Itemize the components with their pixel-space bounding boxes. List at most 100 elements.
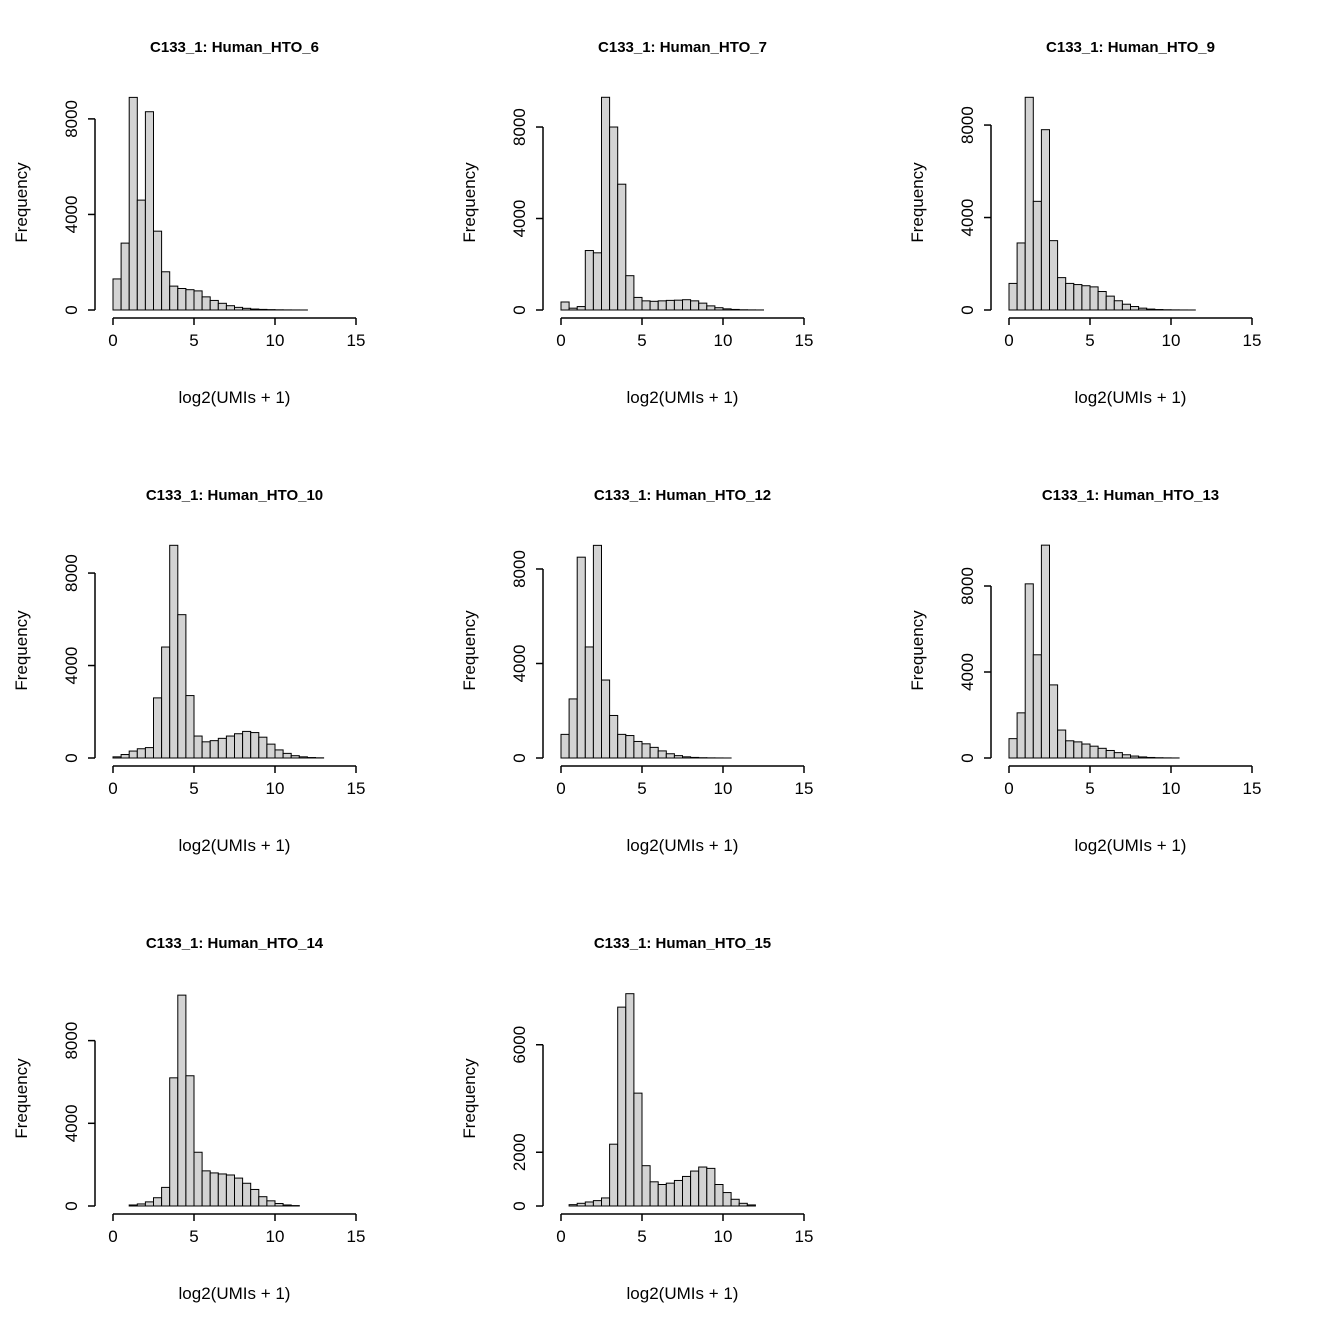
histogram-bar [690, 300, 700, 311]
histogram-bar [242, 730, 252, 759]
histogram-bar [1057, 729, 1067, 759]
panel-title: C133_1: Human_HTO_15 [594, 935, 771, 952]
histogram-plot: C133_1: Human_HTO_7 0 5 10 15 log2(UMIs + 1) 0… [460, 39, 813, 407]
x-axis-label: log2(UMIs + 1) [1075, 388, 1187, 407]
histogram-bar [665, 753, 675, 759]
histogram-bar [161, 1186, 171, 1207]
histogram-bar [673, 299, 683, 311]
histogram-bar [746, 1204, 756, 1207]
histogram-panel: C133_1: Human_HTO_9 0 5 10 15 log2(UMIs + 1) 0… [896, 0, 1344, 448]
histogram-bar [144, 1201, 154, 1207]
y-tick-label: 8000 [62, 1022, 81, 1060]
histogram-bar [185, 1075, 195, 1207]
histogram-bar [633, 740, 643, 759]
histogram-bar [617, 183, 627, 311]
histogram-bar [290, 755, 300, 759]
histogram-bar [682, 1175, 692, 1207]
histogram-bar [234, 1177, 244, 1207]
histogram-bar [641, 743, 651, 759]
histogram-bar [665, 1182, 675, 1207]
histogram-bar [128, 750, 138, 759]
y-axis-label: Frequency [460, 1058, 479, 1139]
y-tick-label: 8000 [958, 106, 977, 144]
histogram-bar [193, 1151, 203, 1207]
x-tick-label: 15 [795, 1227, 814, 1246]
histogram-bar [584, 646, 594, 759]
panel-title: C133_1: Human_HTO_12 [594, 487, 771, 504]
histogram-bar [185, 695, 195, 759]
histogram-bar [592, 1200, 602, 1207]
x-tick-label: 15 [1243, 331, 1262, 350]
histogram-bar [217, 302, 227, 311]
histogram-bar [1024, 96, 1034, 311]
y-tick-label: 8000 [62, 554, 81, 592]
y-tick-label: 4000 [62, 647, 81, 685]
panel-title: C133_1: Human_HTO_6 [150, 39, 319, 56]
y-tick-label: 0 [62, 305, 81, 314]
histogram-bar [258, 736, 268, 759]
histogram-bar [201, 741, 211, 759]
x-tick-label: 15 [347, 1227, 366, 1246]
x-tick-label: 10 [714, 1227, 733, 1246]
histogram-bar [144, 747, 154, 759]
histogram-plot: C133_1: Human_HTO_6 0 5 10 15 log2(UMIs + 1) 0… [12, 39, 365, 407]
histogram-bar [250, 732, 260, 759]
y-tick-label: 4000 [958, 653, 977, 691]
x-tick-label: 5 [189, 1227, 198, 1246]
x-tick-label: 5 [637, 779, 646, 798]
x-axis-label: log2(UMIs + 1) [179, 836, 291, 855]
histogram-bar [234, 733, 244, 759]
histogram-panel: C133_1: Human_HTO_10 0 5 10 15 log2(UMIs + 1)… [0, 448, 448, 896]
x-tick-label: 10 [266, 331, 285, 350]
histogram-bar [298, 756, 308, 759]
histogram-bar [601, 96, 611, 311]
x-axis-label: log2(UMIs + 1) [627, 836, 739, 855]
histogram-bar [169, 544, 179, 759]
y-axis-label: Frequency [12, 610, 31, 691]
y-tick-label: 0 [958, 753, 977, 762]
histogram-bar [682, 299, 692, 311]
histogram-bar [112, 756, 122, 759]
x-tick-label: 5 [637, 331, 646, 350]
histogram-bar [193, 290, 203, 311]
histogram-bar [673, 1179, 683, 1207]
y-axis-label: Frequency [908, 610, 927, 691]
histogram-bar [1121, 754, 1131, 759]
histogram-plot: C133_1: Human_HTO_9 0 5 10 15 log2(UMIs + 1) 0… [908, 39, 1262, 407]
histogram-bar [193, 735, 203, 759]
x-tick-label: 5 [637, 1227, 646, 1246]
histogram-bar [153, 697, 163, 759]
histogram-plot: C133_1: Human_HTO_10 0 5 10 15 log2(UMIs + 1)… [12, 487, 365, 855]
x-tick-label: 10 [714, 331, 733, 350]
histogram-bar [258, 1196, 268, 1207]
histogram-bar [682, 756, 692, 759]
histogram-bar [282, 1204, 292, 1207]
histogram-panel: C133_1: Human_HTO_12 0 5 10 15 log2(UMIs + 1)… [448, 448, 896, 896]
histogram-bar [177, 994, 187, 1207]
y-tick-label: 8000 [510, 550, 529, 588]
histogram-bar [592, 544, 602, 759]
y-tick-label: 6000 [510, 1026, 529, 1064]
panel-title: C133_1: Human_HTO_7 [598, 39, 767, 56]
x-tick-label: 0 [556, 331, 565, 350]
histogram-bar [169, 285, 179, 311]
x-axis-label: log2(UMIs + 1) [179, 1284, 291, 1303]
histogram-panel: C133_1: Human_HTO_15 0 5 10 15 log2(UMIs + 1)… [448, 896, 896, 1344]
y-tick-label: 4000 [510, 645, 529, 683]
histogram-bar [282, 752, 292, 759]
histogram-bar [217, 1173, 227, 1207]
histogram-bar [649, 300, 659, 311]
x-tick-label: 0 [1004, 779, 1013, 798]
x-tick-label: 0 [556, 1227, 565, 1246]
x-tick-label: 0 [108, 331, 117, 350]
histogram-bar [1081, 285, 1091, 311]
y-tick-label: 4000 [510, 200, 529, 238]
y-tick-label: 0 [510, 753, 529, 762]
histogram-panel: C133_1: Human_HTO_13 0 5 10 15 log2(UMIs + 1)… [896, 448, 1344, 896]
x-tick-label: 5 [189, 331, 198, 350]
histogram-bar [1032, 654, 1042, 759]
histogram-bar [1008, 738, 1018, 759]
histogram-bar [609, 1143, 619, 1207]
histogram-bar [1049, 684, 1059, 759]
histogram-bar [128, 1204, 138, 1207]
